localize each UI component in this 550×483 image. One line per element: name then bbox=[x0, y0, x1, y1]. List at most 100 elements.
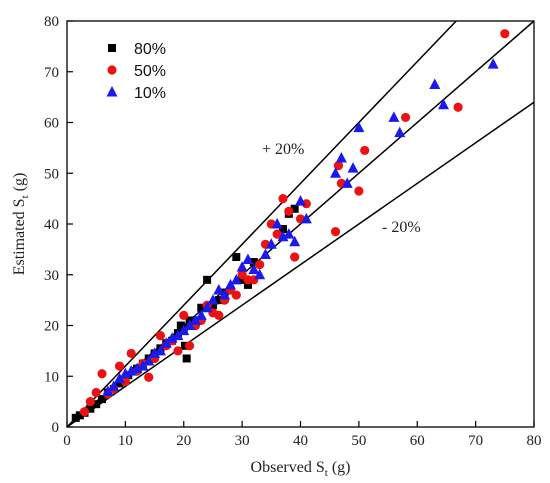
data-point-triangle bbox=[236, 261, 248, 272]
data-point-square bbox=[243, 280, 252, 289]
data-point-square bbox=[203, 275, 212, 284]
x-tick-label: 40 bbox=[293, 433, 308, 449]
legend-label: 80% bbox=[134, 41, 166, 58]
data-point-square bbox=[98, 395, 107, 404]
data-point-triangle bbox=[259, 248, 271, 259]
data-point-triangle bbox=[248, 263, 260, 275]
reference-line-label: - 20% bbox=[382, 219, 421, 236]
data-point-triangle bbox=[189, 314, 201, 325]
data-point-circle bbox=[173, 346, 183, 356]
y-axis-title: Estimated St (g) bbox=[11, 173, 31, 276]
data-point-triangle bbox=[353, 121, 365, 133]
data-point-triangle bbox=[438, 98, 450, 110]
data-point-square bbox=[180, 341, 189, 350]
series-triangle bbox=[102, 58, 499, 396]
data-point-circle bbox=[500, 29, 510, 39]
data-point-square bbox=[278, 225, 287, 234]
data-point-triangle bbox=[108, 380, 120, 391]
data-point-square bbox=[238, 275, 247, 284]
data-point-circle bbox=[330, 227, 341, 237]
data-point-square bbox=[75, 411, 84, 420]
data-point-triangle bbox=[271, 218, 283, 229]
data-point-square bbox=[182, 354, 191, 363]
data-point-triangle bbox=[137, 360, 149, 371]
data-point-square bbox=[232, 252, 241, 261]
data-point-triangle bbox=[254, 268, 266, 280]
data-point-triangle bbox=[201, 301, 213, 313]
x-tick-label: 80 bbox=[527, 433, 542, 449]
data-point-triangle bbox=[184, 319, 196, 330]
x-tick-label: 0 bbox=[63, 433, 71, 449]
x-axis-title: Observed St (g) bbox=[251, 459, 351, 479]
data-point-square bbox=[115, 379, 124, 388]
annotations: + 20% - 20% bbox=[262, 141, 421, 236]
data-point-square bbox=[249, 258, 258, 267]
data-point-square bbox=[208, 301, 217, 310]
data-point-circle bbox=[144, 372, 154, 382]
x-tick-label: 20 bbox=[176, 433, 191, 449]
data-point-triangle bbox=[265, 238, 277, 249]
data-point-circle bbox=[97, 369, 107, 379]
data-point-square bbox=[197, 303, 206, 312]
data-point-triangle bbox=[347, 162, 359, 173]
data-point-circle bbox=[85, 397, 95, 407]
data-point-triangle bbox=[341, 177, 353, 188]
data-point-triangle bbox=[154, 344, 166, 356]
data-point-circle bbox=[231, 290, 241, 300]
data-point-triangle bbox=[213, 283, 225, 295]
data-point-circle bbox=[91, 387, 101, 398]
y-tick-label: 0 bbox=[52, 420, 60, 436]
data-point-triangle bbox=[242, 253, 254, 265]
reference-line-label: + 20% bbox=[262, 141, 304, 158]
axis-ticks: 0 10 20 30 40 50 60 70 80 0 10 20 30 40 50 60 70 80 bbox=[44, 14, 542, 449]
data-point-circle bbox=[333, 161, 344, 171]
legend-marker-triangle bbox=[106, 86, 118, 97]
data-point-circle bbox=[301, 199, 311, 209]
x-tick-label: 10 bbox=[118, 433, 133, 449]
data-point-triangle bbox=[300, 212, 312, 224]
data-point-circle bbox=[284, 206, 294, 216]
data-point-square bbox=[214, 296, 223, 305]
reference-line-2 bbox=[66, 101, 535, 428]
y-tick-label: 70 bbox=[44, 65, 59, 81]
data-point-circle bbox=[126, 348, 136, 359]
y-tick-label: 30 bbox=[44, 268, 59, 284]
data-point-triangle bbox=[114, 372, 126, 384]
data-point-circle bbox=[79, 407, 90, 417]
data-point-circle bbox=[214, 310, 224, 320]
legend: 80% 50% 10% bbox=[106, 41, 166, 102]
data-point-circle bbox=[184, 341, 195, 351]
data-point-triangle bbox=[178, 324, 190, 336]
data-point-circle bbox=[255, 260, 265, 270]
data-point-triangle bbox=[394, 126, 406, 138]
data-point-circle bbox=[272, 229, 282, 239]
data-point-triangle bbox=[230, 273, 242, 285]
y-tick-label: 50 bbox=[44, 166, 59, 182]
data-point-triangle bbox=[429, 78, 441, 89]
data-point-triangle bbox=[219, 289, 231, 300]
data-point-square bbox=[290, 204, 299, 213]
data-point-triangle bbox=[195, 309, 207, 320]
data-point-triangle bbox=[283, 228, 295, 239]
x-tick-label: 70 bbox=[468, 433, 483, 449]
data-point-circle bbox=[278, 194, 288, 204]
x-tick-label: 50 bbox=[351, 433, 366, 449]
legend-marker-circle bbox=[107, 65, 117, 75]
legend-label: 10% bbox=[134, 85, 166, 102]
data-point-triangle bbox=[207, 294, 219, 305]
data-point-triangle bbox=[160, 337, 172, 348]
y-tick-label: 20 bbox=[44, 319, 59, 335]
data-point-circle bbox=[155, 331, 165, 341]
data-point-triangle bbox=[143, 355, 155, 366]
data-point-circle bbox=[360, 145, 370, 156]
data-point-circle bbox=[120, 376, 130, 386]
data-point-triangle bbox=[330, 167, 342, 178]
data-point-square bbox=[92, 400, 101, 409]
data-point-triangle bbox=[102, 385, 114, 396]
x-tick-label: 60 bbox=[410, 433, 425, 449]
data-point-square bbox=[71, 413, 80, 422]
data-point-triangle bbox=[335, 152, 347, 163]
y-tick-label: 40 bbox=[44, 217, 59, 233]
data-point-circle bbox=[290, 252, 300, 262]
